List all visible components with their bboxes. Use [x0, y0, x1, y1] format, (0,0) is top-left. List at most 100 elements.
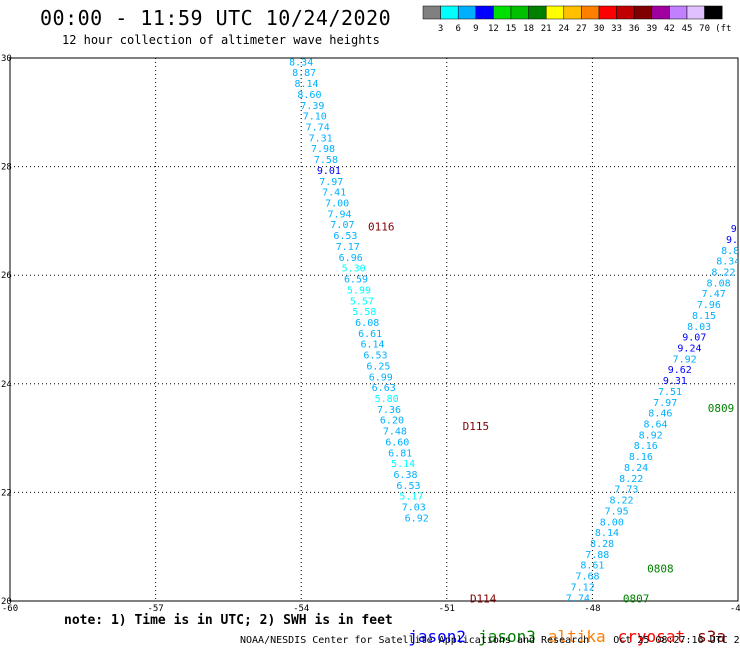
wave-height-label: 8.83	[721, 246, 740, 257]
pass-annotation: D115	[463, 420, 490, 433]
wave-height-label: 8.22	[619, 474, 643, 485]
wave-height-label: 9.24	[677, 344, 701, 355]
legend-jason3: jason3	[478, 627, 536, 646]
wave-height-label: 6.53	[396, 481, 420, 492]
colorbar-label: 12	[488, 24, 499, 34]
colorbar-label: 45	[682, 24, 693, 34]
colorbar-label: 18	[523, 24, 534, 34]
wave-height-label: 7.07	[330, 220, 354, 231]
pass-annotation: 0116	[368, 220, 395, 233]
wave-height-label: 6.96	[339, 253, 363, 264]
wave-height-label: 5.14	[391, 459, 415, 470]
wave-height-label: 7.41	[322, 188, 346, 199]
wave-height-label: 7.73	[614, 485, 638, 496]
wave-height-label: 6.99	[369, 372, 393, 383]
wave-height-label: 5.17	[399, 492, 423, 503]
x-tick-label: -57	[147, 604, 163, 614]
legend-jason2: jason2	[408, 627, 467, 646]
y-tick-label: 30	[1, 54, 12, 64]
wave-height-label: 7.36	[377, 405, 401, 416]
chart-title: 00:00 - 11:59 UTC 10/24/2020	[40, 6, 392, 30]
colorbar-label: 33	[611, 24, 622, 34]
wave-height-label: 7.94	[327, 209, 351, 220]
wave-height-label: 6.14	[360, 340, 384, 351]
wave-height-label: 9.31	[663, 376, 687, 387]
footer-credit: NOAA/NESDIS Center for Satellite Applica…	[240, 635, 740, 646]
legend-s3a: s3a	[697, 627, 726, 646]
data-points: 8.348.878.148.607.397.107.747.317.987.58…	[289, 57, 740, 604]
wave-height-label: 5.99	[347, 285, 371, 296]
wave-height-label: 6.63	[372, 383, 396, 394]
wave-height-label: 7.92	[673, 354, 697, 365]
legend-altika: altika	[547, 627, 606, 646]
wave-height-label: 6.38	[393, 470, 417, 481]
colorbar-label: 36	[629, 24, 640, 34]
wave-height-label: 8.16	[634, 441, 658, 452]
y-tick-label: 20	[1, 597, 12, 607]
wave-height-label: 8.60	[297, 90, 321, 101]
wave-height-label: 7.17	[336, 242, 360, 253]
wave-height-label: 8.16	[629, 452, 653, 463]
wave-height-label: 6.60	[385, 437, 409, 448]
colorbar-label: 70	[699, 24, 710, 34]
colorbar-label: 39	[646, 24, 657, 34]
wave-height-label: 9.07	[731, 224, 740, 235]
satellite-legend: jason2 jason3 altika cryosat s3a	[389, 608, 738, 646]
y-tick-label: 26	[1, 271, 12, 281]
pass-annotation: 0808	[647, 562, 674, 575]
colorbar-swatch	[704, 5, 723, 20]
wave-height-label: 7.39	[300, 101, 324, 112]
wave-height-label: 7.10	[303, 112, 327, 123]
wave-height-label: 7.47	[702, 289, 726, 300]
wave-height-label: 6.61	[358, 329, 382, 340]
pass-annotation: 0809	[708, 402, 735, 415]
wave-height-label: 8.14	[294, 79, 318, 90]
colorbar-label: 9	[473, 24, 478, 34]
colorbar-label: 27	[576, 24, 587, 34]
wave-height-label: 8.61	[580, 561, 604, 572]
wave-height-label: 8.14	[595, 528, 619, 539]
chart-subtitle: 12 hour collection of altimeter wave hei…	[62, 33, 380, 47]
pass-annotation: D114	[470, 592, 497, 605]
legend-cryosat: cryosat	[617, 627, 686, 646]
wave-height-label: 7.48	[383, 427, 407, 438]
wave-height-label: 7.96	[697, 300, 721, 311]
wave-height-label: 9.62	[668, 365, 692, 376]
pass-annotation: 0807	[623, 592, 650, 605]
wave-height-label: 6.92	[405, 513, 429, 524]
wave-height-label: 7.98	[311, 144, 335, 155]
wave-height-label: 6.81	[388, 448, 412, 459]
wave-height-label: 7.58	[314, 155, 338, 166]
wave-height-label: 9.07	[682, 333, 706, 344]
colorbar-unit: (ft)	[715, 24, 732, 34]
wave-height-label: 8.03	[687, 322, 711, 333]
wave-height-label: 7.12	[571, 582, 595, 593]
colorbar-label: 24	[558, 24, 569, 34]
wave-height-label: 5.80	[375, 394, 399, 405]
y-tick-label: 24	[1, 380, 12, 390]
wave-height-label: 7.88	[585, 550, 609, 561]
wave-height-label: 8.08	[707, 278, 731, 289]
wave-height-label: 7.97	[653, 398, 677, 409]
colorbar-label: 15	[506, 24, 517, 34]
wave-height-label: 6.08	[355, 318, 379, 329]
x-tick-label: -51	[439, 604, 455, 614]
y-tick-label: 22	[1, 488, 12, 498]
colorbar-label: 3	[438, 24, 443, 34]
wave-height-label: 8.64	[643, 420, 667, 431]
colorbar-label: 42	[664, 24, 675, 34]
wave-height-label: 9.01	[317, 166, 341, 177]
wave-height-label: 7.95	[605, 506, 629, 517]
x-tick-label: -48	[584, 604, 600, 614]
colorbar-label: 6	[455, 24, 460, 34]
wave-height-label: 8.46	[648, 409, 672, 420]
wave-height-label: 7.74	[566, 593, 590, 604]
wave-height-label: 7.74	[306, 123, 330, 134]
wave-height-label: 5.30	[342, 264, 366, 275]
x-tick-label: -45	[730, 604, 740, 614]
note-text: note: 1) Time is in UTC; 2) SWH is in fe…	[64, 613, 393, 628]
wave-height-label: 8.22	[711, 267, 735, 278]
x-tick-label: -60	[2, 604, 18, 614]
